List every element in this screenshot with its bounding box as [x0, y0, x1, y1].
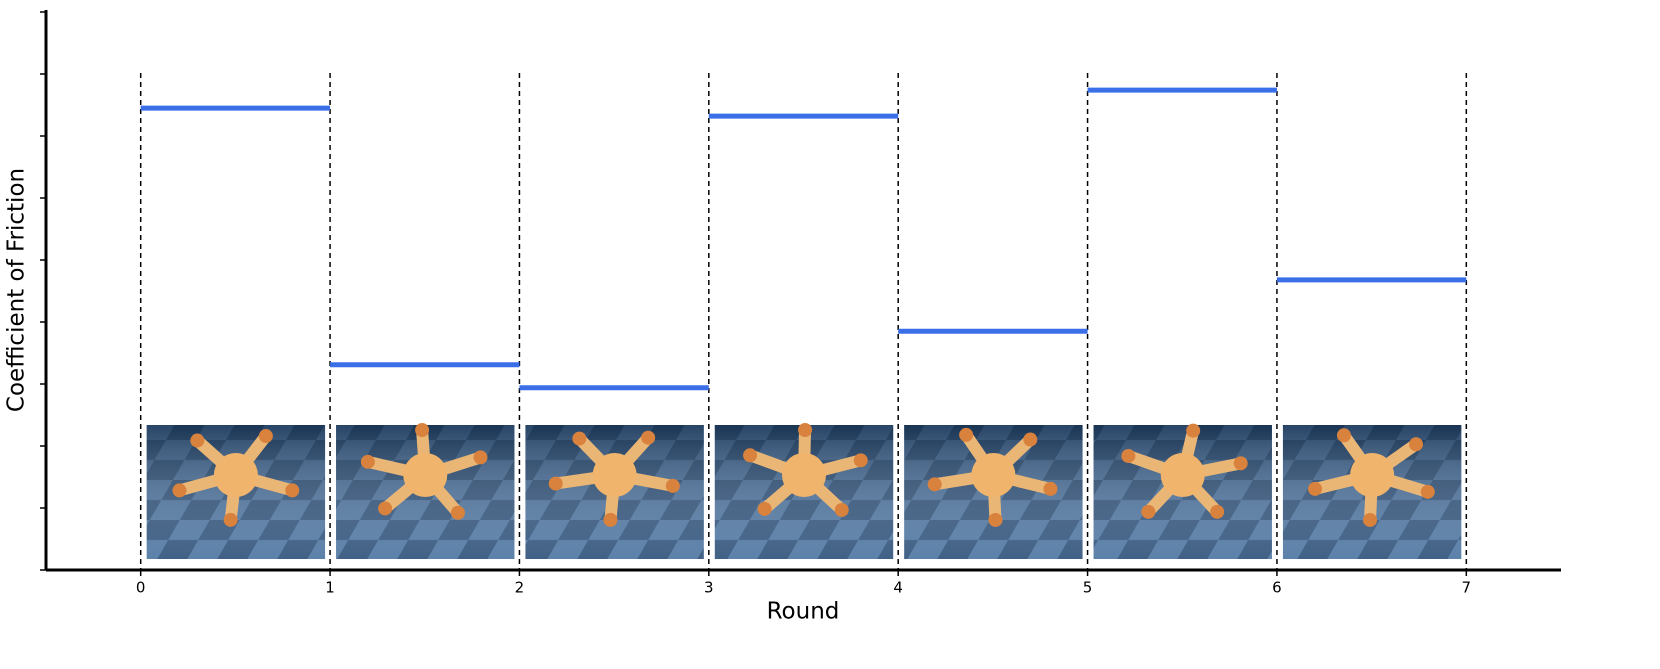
snapshot-foot — [1336, 428, 1351, 443]
snapshot-body — [213, 453, 258, 497]
snapshot-foot — [1210, 504, 1225, 519]
snapshot-foot — [743, 448, 758, 463]
snapshot-foot — [853, 453, 868, 468]
x-tick-label: 5 — [1083, 579, 1093, 597]
snapshot-foot — [1043, 481, 1058, 496]
snapshot-foot — [450, 505, 465, 520]
x-tick-label: 3 — [704, 579, 714, 597]
snapshot-foot — [1409, 437, 1424, 452]
snapshot-foot — [190, 433, 205, 448]
x-tick-label: 2 — [515, 579, 525, 597]
snapshot-foot — [757, 501, 772, 516]
snapshot-foot — [378, 501, 393, 516]
snapshot-foot — [1186, 423, 1201, 438]
snapshot-foot — [603, 512, 618, 527]
snapshot-foot — [258, 429, 273, 444]
snapshot-foot — [665, 478, 680, 493]
snapshot-foot — [1141, 504, 1156, 519]
x-tick-label: 4 — [893, 579, 903, 597]
snapshot-body — [592, 453, 637, 497]
snapshot-body — [1350, 453, 1395, 497]
snapshot-foot — [572, 431, 587, 446]
snapshot-body — [782, 453, 826, 497]
x-tick-label: 0 — [136, 579, 146, 597]
snapshot-foot — [1233, 456, 1248, 471]
snapshot-foot — [415, 423, 430, 438]
snapshot-foot — [1121, 448, 1136, 463]
snapshot-foot — [1420, 484, 1435, 499]
x-axis-label: Round — [767, 599, 840, 625]
snapshot-foot — [285, 483, 300, 498]
snapshot-body — [1160, 453, 1205, 497]
snapshot-body — [403, 453, 448, 497]
snapshot-foot — [988, 512, 1003, 527]
y-axis-label: Coefficient of Friction — [4, 168, 30, 412]
snapshot-foot — [1363, 512, 1378, 527]
x-tick-label: 6 — [1272, 579, 1282, 597]
snapshot-foot — [172, 483, 187, 498]
snapshot-foot — [927, 477, 942, 492]
snapshot-foot — [1023, 432, 1038, 447]
snapshot-foot — [473, 450, 488, 465]
snapshot-foot — [360, 454, 375, 469]
snapshot-foot — [834, 502, 849, 517]
snapshot-body — [971, 453, 1016, 497]
snapshot-foot — [223, 512, 238, 527]
snapshot-foot — [959, 427, 974, 442]
snapshot-foot — [1308, 481, 1323, 496]
x-tick-label: 1 — [325, 579, 335, 597]
snapshot-foot — [548, 476, 563, 491]
snapshot-foot — [798, 423, 813, 438]
snapshot-foot — [641, 430, 656, 445]
x-tick-label: 7 — [1462, 579, 1472, 597]
